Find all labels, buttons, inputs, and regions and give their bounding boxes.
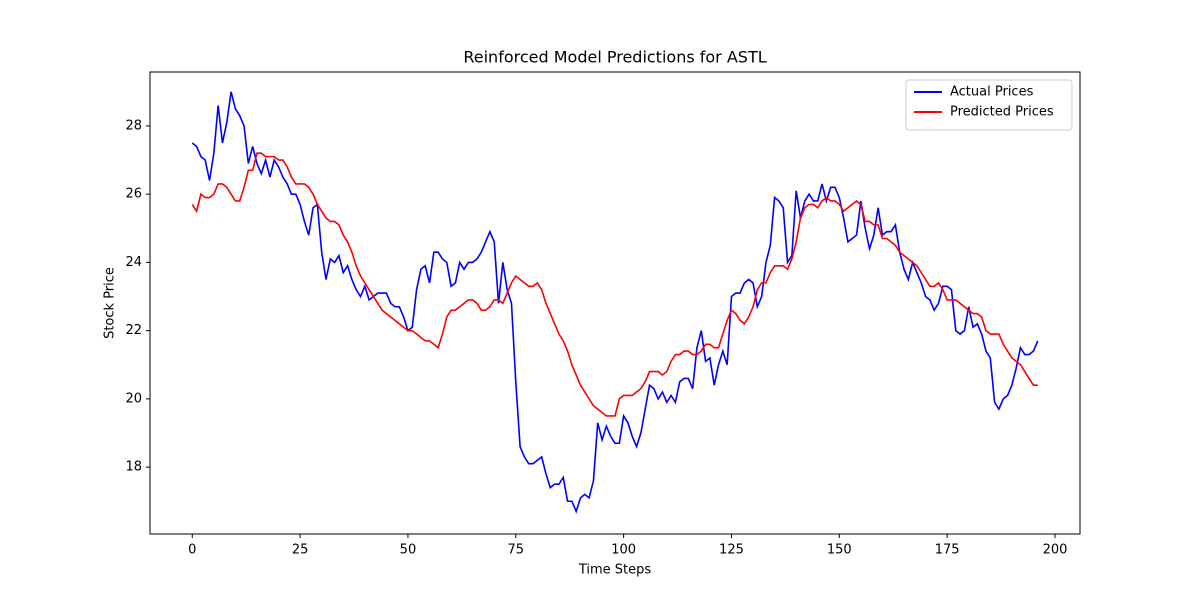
legend-label: Actual Prices <box>950 85 1034 100</box>
x-axis-label: Time Steps <box>578 563 652 578</box>
x-tick-label: 50 <box>400 543 417 558</box>
y-axis-label: Stock Price <box>103 267 118 339</box>
x-tick-label: 0 <box>188 543 196 558</box>
x-tick-label: 75 <box>508 543 525 558</box>
x-tick-label: 150 <box>827 543 852 558</box>
x-tick-label: 200 <box>1043 543 1068 558</box>
y-tick-label: 18 <box>125 460 142 475</box>
plot-frame <box>149 71 1081 535</box>
y-tick-label: 20 <box>125 391 142 406</box>
x-tick-label: 100 <box>611 543 636 558</box>
chart-title: Reinforced Model Predictions for ASTL <box>463 48 766 67</box>
x-tick-label: 125 <box>719 543 744 558</box>
legend-box <box>905 79 1073 131</box>
legend-label: Predicted Prices <box>950 105 1054 120</box>
y-tick-label: 28 <box>125 118 142 133</box>
series-line <box>191 91 1039 514</box>
x-tick-label: 25 <box>292 543 309 558</box>
y-tick-label: 24 <box>125 255 142 270</box>
y-tick-label: 22 <box>125 323 142 338</box>
y-tick-label: 26 <box>125 187 142 202</box>
x-tick-label: 175 <box>935 543 960 558</box>
legend: Actual Prices Predicted Prices <box>905 79 1073 131</box>
series-line <box>191 152 1038 417</box>
